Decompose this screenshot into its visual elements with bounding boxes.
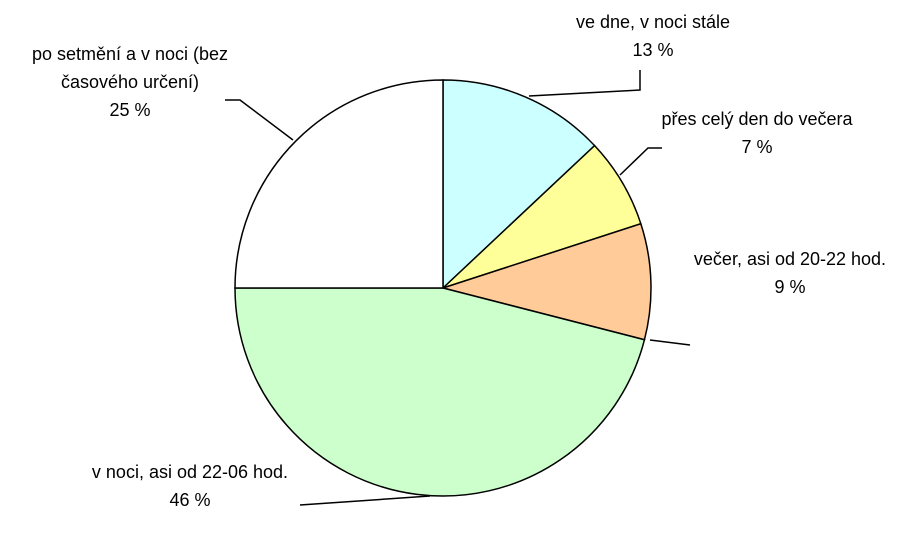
value-label: 7 % (741, 137, 773, 157)
value-label: 13 % (632, 40, 674, 60)
value-label: 9 % (774, 277, 806, 297)
pie-slice (234, 79, 444, 289)
slice-label: večer, asi od 20-22 hod. 9 % (690, 245, 890, 301)
leader-line (649, 339, 691, 346)
value-label: 46 % (169, 490, 211, 510)
category-label: po setmění a v noci (bez časového určení… (31, 44, 229, 92)
slice-label: přes celý den do večera 7 % (657, 105, 857, 161)
slice-label: po setmění a v noci (bez časového určení… (15, 40, 245, 124)
category-label: v noci, asi od 22-06 hod. (91, 462, 289, 482)
slice-label: ve dne, v noci stále 13 % (523, 8, 783, 64)
pie-slice (234, 287, 646, 497)
category-label: večer, asi od 20-22 hod. (693, 249, 887, 269)
category-label: přes celý den do večera (661, 109, 853, 129)
slice-label: v noci, asi od 22-06 hod. 46 % (80, 458, 300, 514)
pie-slice (442, 79, 596, 290)
category-label: ve dne, v noci stále (575, 12, 731, 32)
pie-slice (440, 222, 652, 341)
leader-line (299, 495, 431, 506)
value-label: 25 % (109, 100, 151, 120)
leader-line (225, 99, 294, 141)
leader-line (619, 147, 662, 176)
leader-line (528, 70, 641, 97)
